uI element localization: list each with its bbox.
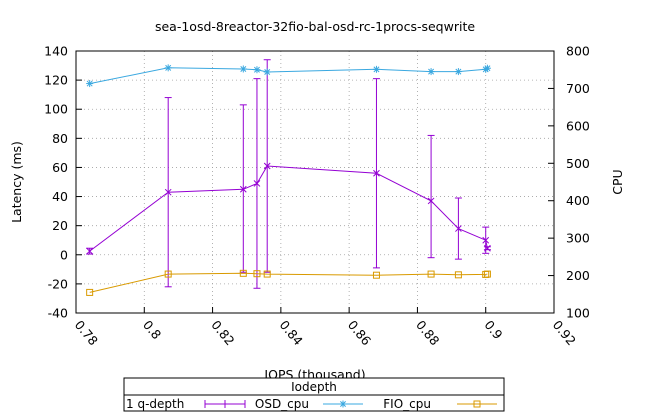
x-tick-label-0: 0.78 xyxy=(72,317,101,348)
series-1-point-8 xyxy=(454,197,462,260)
series-1-point-2-x2 xyxy=(164,188,172,196)
series-2-point-4 xyxy=(253,66,261,74)
x-tick-label-7: 0.92 xyxy=(550,317,579,348)
legend-entry-2-label: OSD_cpu xyxy=(255,397,309,411)
legend-sample-2-marker-d2 xyxy=(340,401,346,407)
y-tick-label-3: 20 xyxy=(52,218,68,233)
series-1-point-8-x2 xyxy=(455,225,462,232)
y-axis-label: Latency (ms) xyxy=(9,141,24,223)
series-2-point-3-d2 xyxy=(240,65,247,72)
series-1-line xyxy=(89,165,488,252)
y-tick-label-2: 0 xyxy=(60,247,68,262)
series-3-point-8 xyxy=(454,271,462,279)
series-3-point-4 xyxy=(253,270,261,278)
series-2-point-1 xyxy=(86,80,94,88)
y2-tick-label-5: 600 xyxy=(566,118,590,133)
series-2-point-1-d2 xyxy=(86,80,93,87)
series-1 xyxy=(86,59,491,289)
series-3-point-6 xyxy=(372,271,380,279)
series-2-point-3 xyxy=(239,65,247,73)
series-1-point-6 xyxy=(372,78,380,269)
series-3-point-7 xyxy=(427,270,435,278)
series-3-point-1 xyxy=(86,288,94,296)
series-2-point-2 xyxy=(164,64,172,72)
legend-title: Iodepth xyxy=(291,380,337,394)
series-1-point-3-x2 xyxy=(239,185,247,193)
plot-frame xyxy=(75,50,555,314)
x-tick-label-3: 0.84 xyxy=(277,317,306,348)
series-1-point-10 xyxy=(483,244,491,252)
legend: Iodepth 1 q-depth OSD_cpu FIO_cpu xyxy=(123,377,505,412)
series-2-point-10-d2 xyxy=(484,65,491,72)
series-3-point-10 xyxy=(483,270,491,278)
series-1-point-1 xyxy=(86,247,94,255)
y-tick-label-5: 60 xyxy=(52,160,68,175)
series-3-point-3 xyxy=(239,269,247,277)
legend-sample-2-marker xyxy=(339,400,347,408)
legend-entry-3-label: FIO_cpu xyxy=(383,397,431,411)
y2-tick-label-6: 700 xyxy=(566,81,590,96)
series-1-point-5 xyxy=(263,59,271,273)
y-tick-label-8: 120 xyxy=(44,73,68,88)
legend-entry-1-label: 1 q-depth xyxy=(126,397,184,411)
series-3-line xyxy=(89,272,488,293)
series-1-point-7-x2 xyxy=(427,197,435,205)
series-2-point-6-d2 xyxy=(373,66,380,73)
series-2-point-7-d2 xyxy=(428,68,435,75)
series-2-point-8-d2 xyxy=(455,68,462,75)
y-tick-label-4: 40 xyxy=(52,189,68,204)
y2-axis-label: CPU xyxy=(610,169,625,194)
y-tick-label-1: -20 xyxy=(48,276,68,291)
series-2-point-8 xyxy=(454,68,462,76)
series-3-point-2 xyxy=(164,270,172,278)
series-2-point-7 xyxy=(427,68,435,76)
series-1-point-4-x2 xyxy=(253,180,261,187)
x-tick-label-4: 0.86 xyxy=(345,317,374,348)
series-1-point-1-x2 xyxy=(86,247,94,255)
series-1-point-7 xyxy=(427,134,435,259)
y-tick-label-0: -40 xyxy=(48,306,68,321)
series-1-point-9-x2 xyxy=(482,236,490,244)
y-tick-label-7: 100 xyxy=(44,102,68,117)
y2-tick-label-2: 300 xyxy=(566,231,590,246)
x-tick-label-5: 0.88 xyxy=(413,317,442,348)
series-1-point-5-x2 xyxy=(263,162,271,170)
y-axis: -40 -20 0 20 40 60 80 100 120 140 xyxy=(44,44,82,321)
y2-axis: 100 200 300 400 500 600 700 800 xyxy=(548,44,590,321)
series-1-point-10-x2 xyxy=(484,244,491,252)
series-2-point-10 xyxy=(483,64,491,72)
series-1-point-6-x2 xyxy=(373,169,380,177)
y2-tick-label-7: 800 xyxy=(566,44,590,59)
chart-title: sea-1osd-8reactor-32fio-bal-osd-rc-1proc… xyxy=(155,19,475,34)
legend-samples xyxy=(204,400,497,408)
series-2-point-6 xyxy=(372,65,380,73)
series-layer xyxy=(86,59,491,296)
series-1-point-9 xyxy=(482,226,490,254)
x-tick-label-1: 0.8 xyxy=(140,317,164,342)
x-tick-label-6: 0.9 xyxy=(481,317,505,342)
series-3 xyxy=(86,269,491,296)
series-2-point-4-d2 xyxy=(253,66,260,73)
series-2-point-5 xyxy=(263,68,271,76)
y-tick-label-9: 140 xyxy=(44,44,68,59)
legend-sample-3-marker xyxy=(473,400,481,408)
y-tick-label-6: 80 xyxy=(52,131,68,146)
series-2-point-5-d2 xyxy=(264,68,271,75)
y2-tick-label-3: 400 xyxy=(566,193,590,208)
series-1-point-3 xyxy=(239,104,247,273)
series-3-point-5 xyxy=(263,270,271,278)
series-1-point-4 xyxy=(253,78,261,289)
y2-tick-label-4: 500 xyxy=(566,156,590,171)
y2-tick-label-1: 200 xyxy=(566,268,590,283)
series-2-point-2-d2 xyxy=(165,64,172,71)
series-2-line xyxy=(89,67,488,85)
x-tick-label-2: 0.82 xyxy=(208,317,237,348)
series-2 xyxy=(86,64,491,88)
y2-tick-label-0: 100 xyxy=(566,306,590,321)
series-1-point-2 xyxy=(164,97,172,288)
